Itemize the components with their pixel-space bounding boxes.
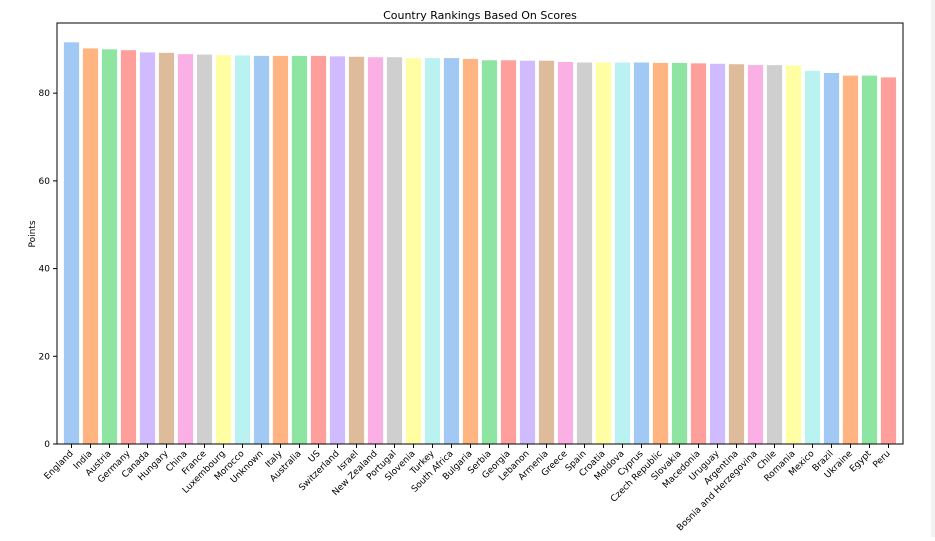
bar-us [310, 55, 327, 444]
bar-slovakia [671, 62, 688, 444]
y-tick-label: 40 [39, 265, 51, 275]
bar-canada [139, 52, 156, 444]
bar-mexico [804, 70, 821, 445]
bar-china [177, 54, 194, 444]
bar-spain [576, 62, 593, 444]
bar-italy [272, 55, 289, 444]
bar-macedonia [690, 63, 707, 444]
bar-england [63, 42, 80, 445]
y-tick-label: 0 [44, 440, 50, 450]
bar-peru [880, 77, 897, 444]
bar-argentina [728, 64, 745, 444]
bar-czech-republic [652, 62, 669, 444]
bar-brazil [823, 72, 840, 445]
bar-unknown [253, 55, 270, 444]
x-tick-label: England [43, 449, 76, 482]
bar-australia [291, 55, 308, 444]
bar-turkey [424, 58, 441, 444]
bar-luxembourg [215, 55, 232, 444]
chart-title: Country Rankings Based On Scores [383, 9, 577, 22]
bar-france [196, 54, 213, 444]
bar-israel [348, 56, 365, 445]
bar-switzerland [329, 56, 346, 444]
bar-georgia [500, 60, 517, 444]
bar-armenia [538, 60, 555, 445]
bar-moldova [614, 62, 631, 444]
bar-austria [101, 49, 118, 445]
bar-slovenia [405, 58, 422, 444]
y-axis-ticks: 0 20 40 60 80 [39, 89, 57, 450]
bar-morocco [234, 55, 251, 444]
bar-south-africa [443, 58, 460, 444]
x-axis-ticks: EnglandIndiaAustriaGermanyCanadaHungaryC… [43, 444, 893, 533]
window-edge [931, 0, 935, 537]
bar-new-zealand [367, 57, 384, 445]
x-tick-label: Egypt [848, 449, 874, 475]
bar-bulgaria [462, 58, 479, 445]
y-tick-label: 20 [39, 352, 51, 362]
y-tick-label: 60 [39, 177, 51, 187]
y-tick-label: 80 [39, 89, 51, 99]
bar-egypt [861, 75, 878, 445]
plot-frame [56, 22, 904, 445]
bars-layer [63, 42, 897, 445]
x-tick-label: Peru [871, 449, 892, 470]
bar-bosnia-and-herzegovina [747, 65, 764, 444]
bar-uruguay [709, 63, 726, 444]
bar-india [82, 48, 99, 444]
bar-hungary [158, 52, 175, 444]
bar-lebanon [519, 60, 536, 445]
y-axis-label: Points [28, 220, 38, 247]
bar-romania [785, 65, 802, 444]
bar-croatia [595, 62, 612, 444]
bar-portugal [386, 57, 403, 445]
bar-germany [120, 50, 137, 444]
bar-serbia [481, 60, 498, 444]
bar-cyprus [633, 62, 650, 444]
bar-ukraine [842, 75, 859, 445]
bar-greece [557, 62, 574, 444]
bar-chile [766, 65, 783, 444]
